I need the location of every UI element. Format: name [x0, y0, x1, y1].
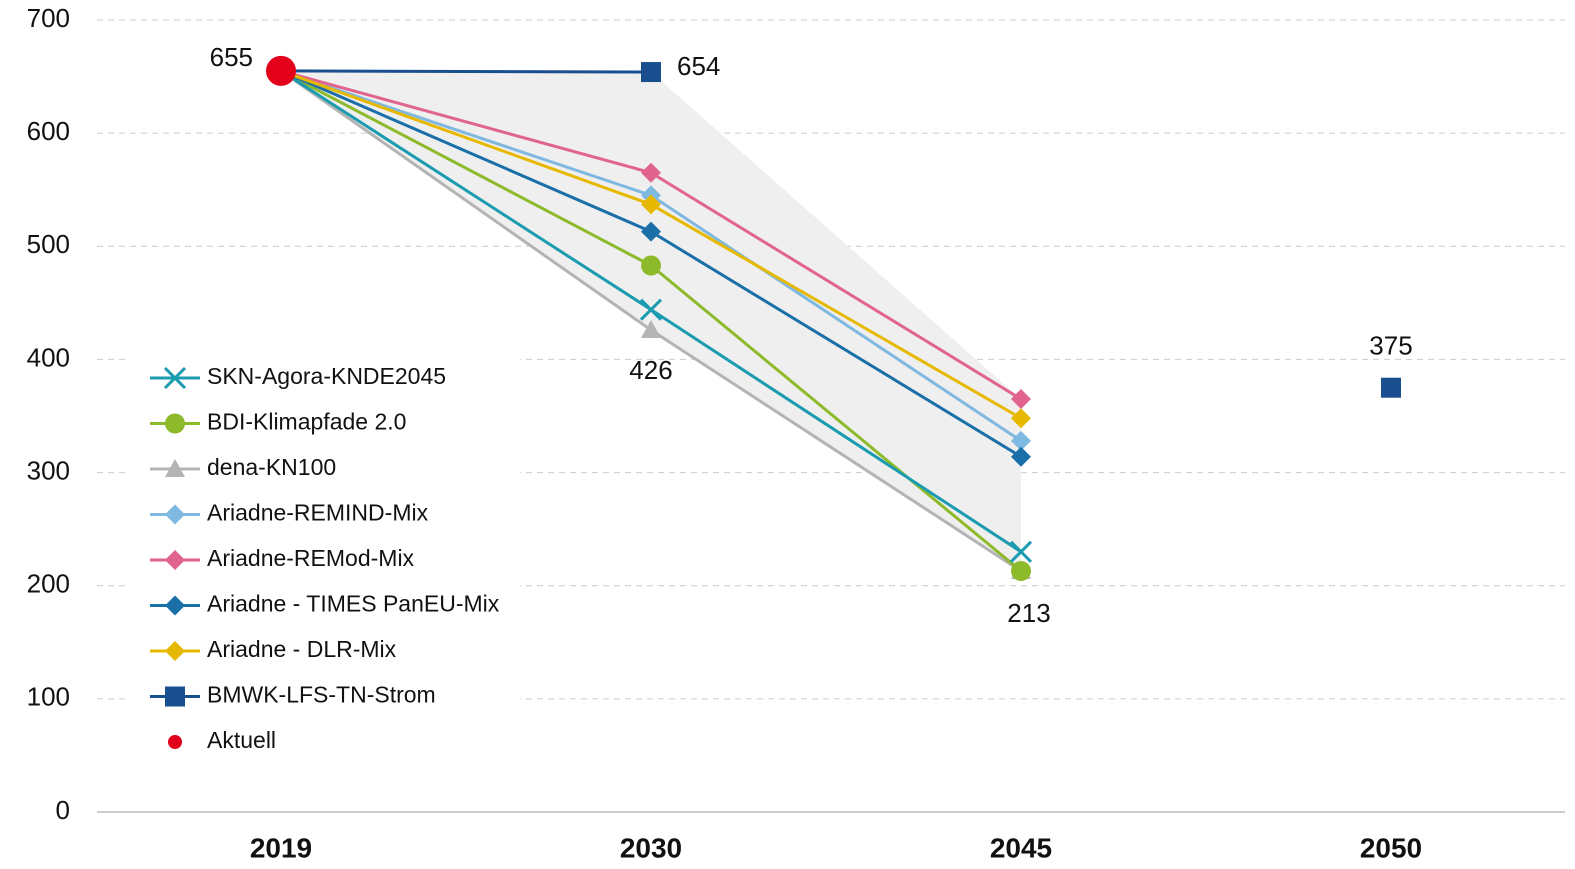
data-label: 426 [629, 355, 672, 385]
marker [1011, 389, 1031, 410]
legend-marker [165, 686, 185, 707]
legend-marker [165, 641, 185, 661]
y-tick-label: 600 [27, 116, 70, 146]
data-label: 654 [677, 51, 720, 81]
data-label: 213 [1007, 598, 1050, 628]
marker [641, 62, 661, 83]
legend-marker [165, 550, 185, 570]
legend-marker [165, 504, 185, 525]
y-tick-label: 300 [27, 455, 70, 485]
x-tick-label: 2030 [620, 832, 682, 863]
legend-marker [165, 413, 185, 434]
x-tick-label: 2019 [250, 832, 312, 863]
data-label: 375 [1369, 331, 1412, 361]
legend-label: Ariadne - TIMES PanEU-Mix [207, 591, 500, 617]
y-tick-label: 500 [27, 229, 70, 259]
legend-label: BMWK-LFS-TN-Strom [207, 682, 436, 708]
marker [639, 298, 663, 321]
legend-marker [165, 459, 185, 477]
marker [1381, 377, 1401, 398]
y-tick-label: 0 [56, 795, 70, 825]
legend-marker [168, 735, 182, 749]
y-tick-label: 100 [27, 682, 70, 712]
marker [1011, 561, 1031, 582]
legend-label: Aktuell [207, 727, 276, 753]
marker [1011, 446, 1031, 467]
legend-label: Ariadne-REMod-Mix [207, 545, 415, 571]
y-tick-label: 200 [27, 569, 70, 599]
marker [1011, 408, 1031, 429]
marker [1011, 430, 1031, 451]
marker [641, 194, 661, 215]
x-tick-label: 2050 [1360, 832, 1422, 863]
legend-marker [165, 595, 185, 616]
marker [266, 55, 296, 86]
legend-label: Ariadne-REMIND-Mix [207, 500, 429, 526]
x-tick-label: 2045 [990, 832, 1052, 863]
y-tick-label: 700 [27, 3, 70, 33]
y-tick-label: 400 [27, 342, 70, 372]
marker [641, 255, 661, 276]
marker [641, 221, 661, 242]
data-label: 655 [210, 42, 253, 72]
marker [641, 320, 661, 339]
legend-label: dena-KN100 [207, 454, 336, 480]
legend-label: SKN-Agora-KNDE2045 [207, 363, 446, 389]
marker [641, 162, 661, 183]
legend-label: BDI-Klimapfade 2.0 [207, 409, 406, 435]
legend-label: Ariadne - DLR-Mix [207, 636, 397, 662]
marker [1009, 540, 1033, 563]
legend-marker [163, 366, 187, 390]
